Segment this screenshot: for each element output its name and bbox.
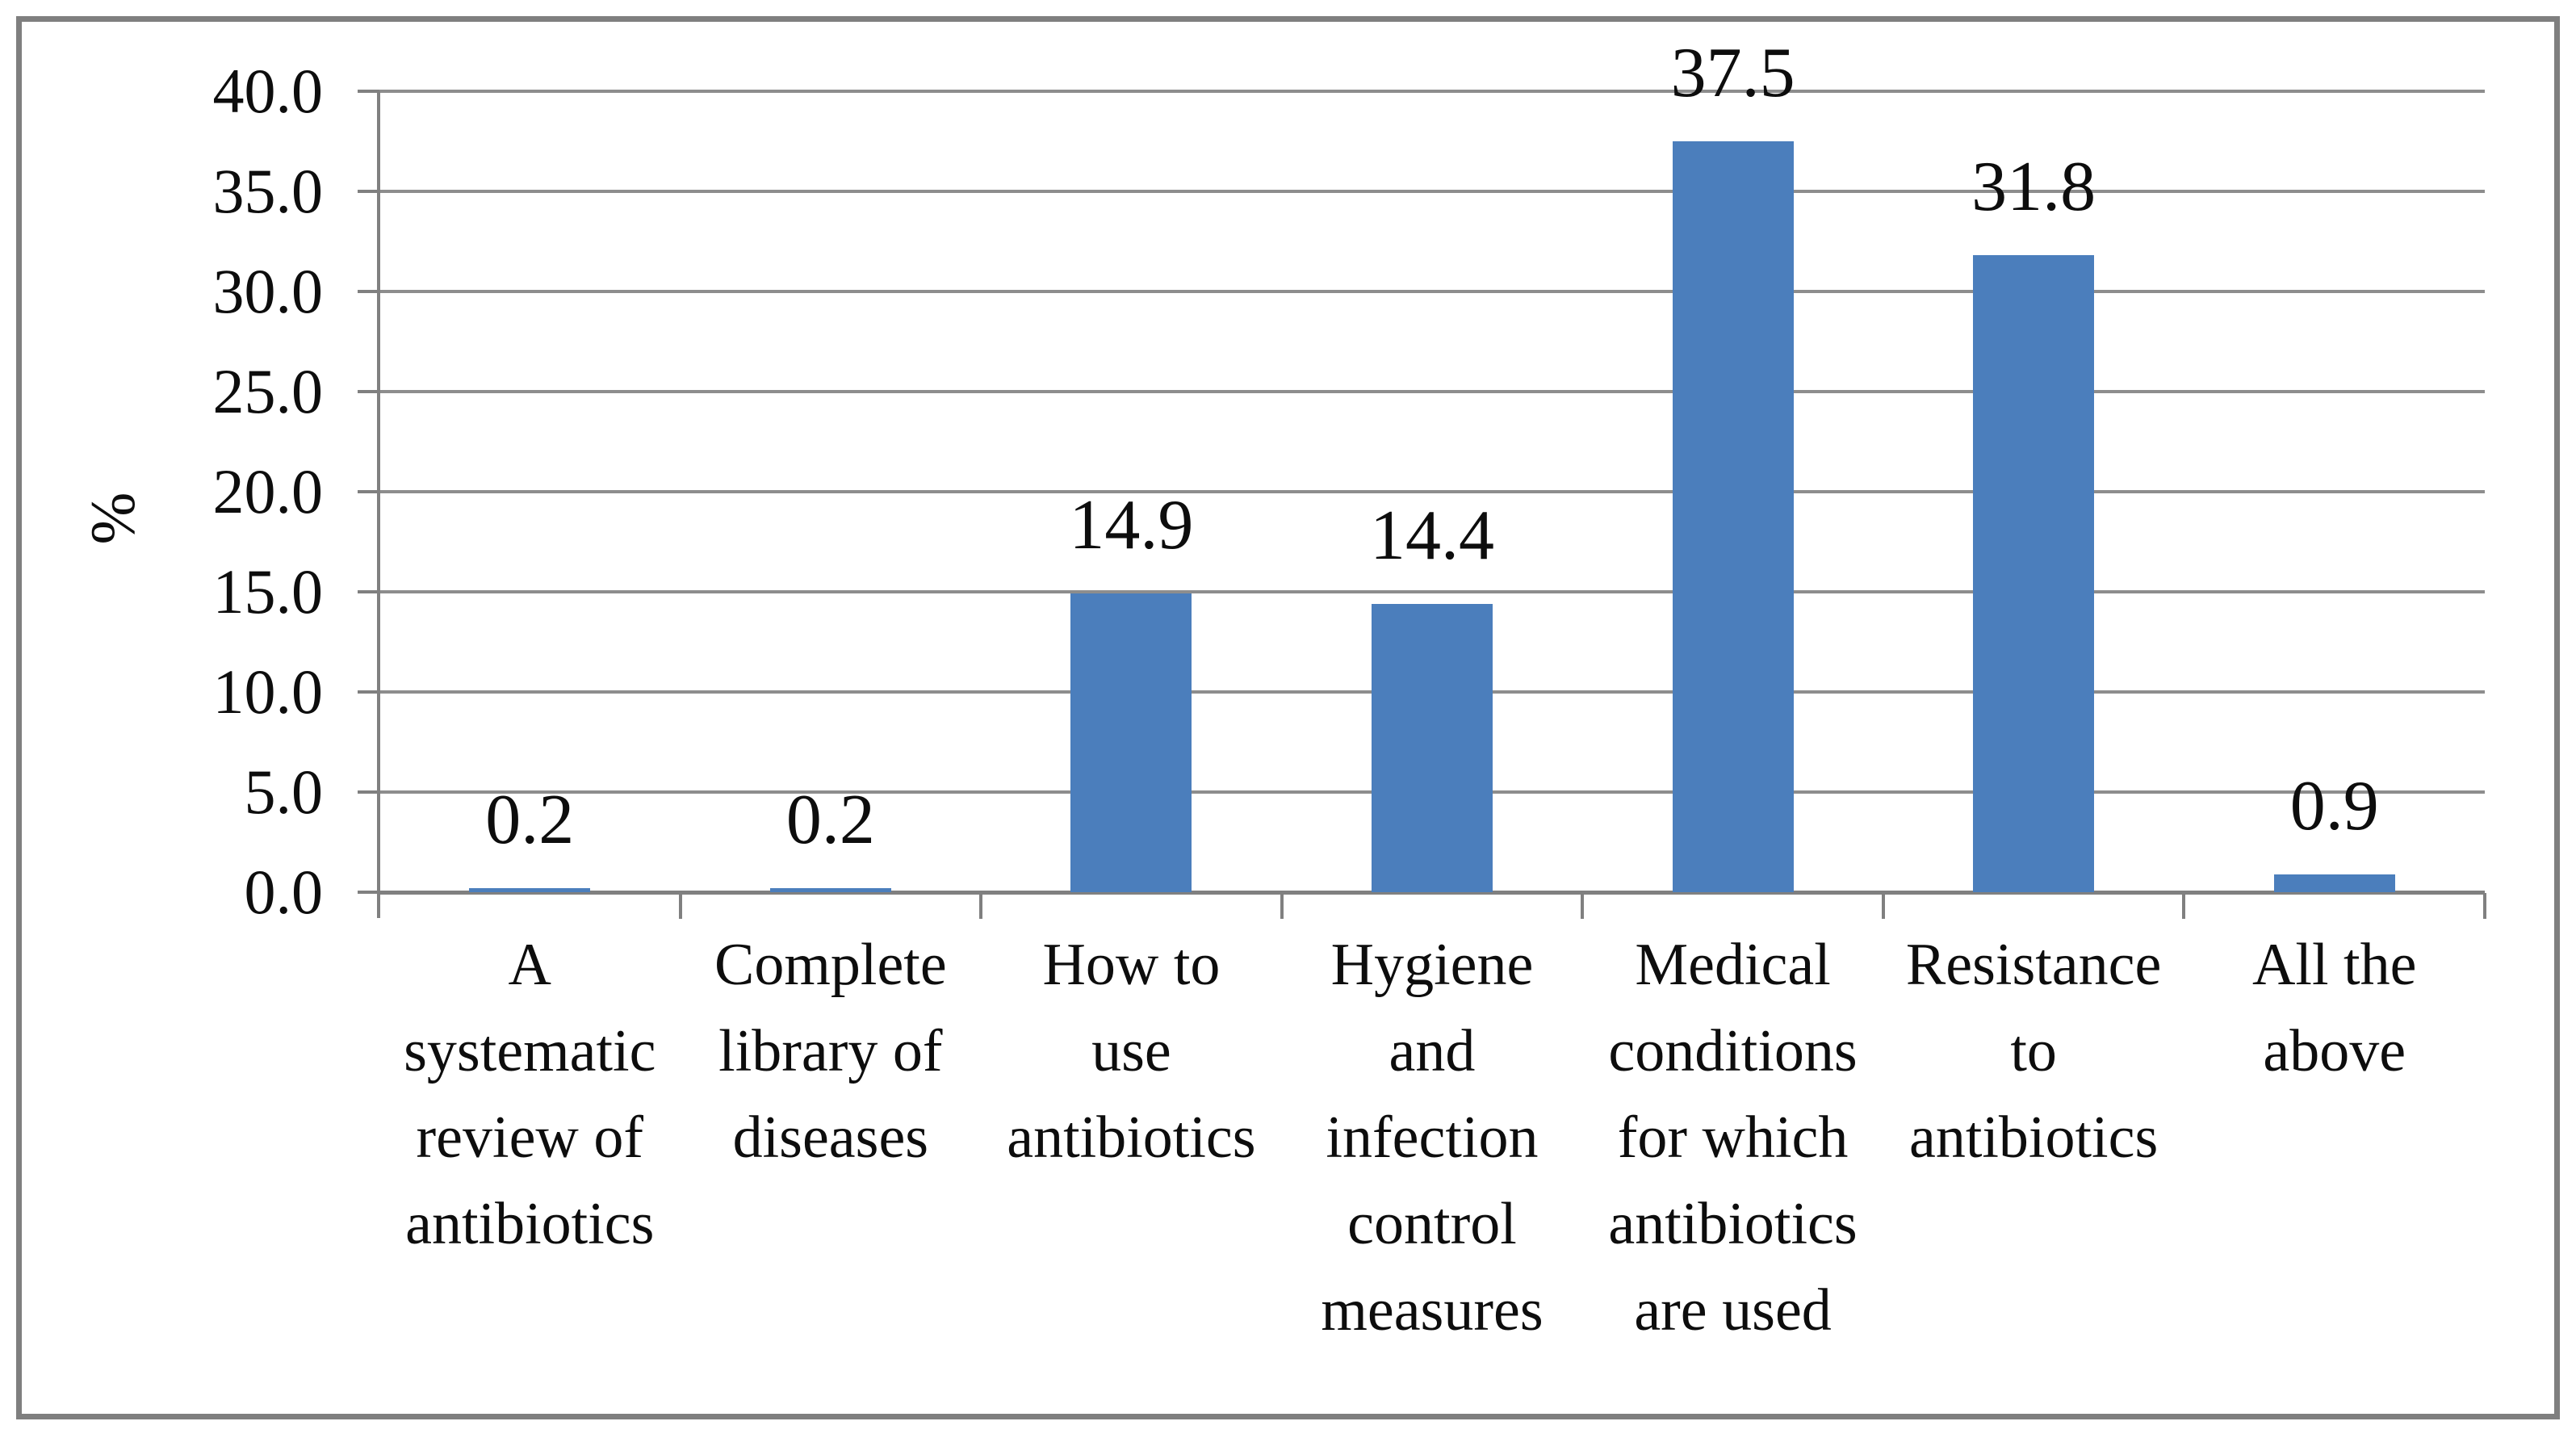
x-axis-tick — [2483, 893, 2486, 919]
category-label-line: diseases — [732, 1105, 929, 1171]
y-axis-line — [377, 91, 380, 918]
x-axis-tick — [1581, 893, 1585, 919]
y-axis-tick — [358, 290, 379, 293]
gridline — [379, 390, 2485, 393]
y-tick-label: 20.0 — [212, 456, 324, 526]
category-label-line: are used — [1634, 1277, 1832, 1344]
category-label-line: conditions — [1608, 1018, 1858, 1084]
category-label-line: All the — [2251, 932, 2417, 998]
category-label-line: and — [1389, 1018, 1476, 1084]
category-label: Medical conditions for which antibiotics are… — [1546, 922, 1920, 1354]
bar — [1973, 255, 2095, 892]
y-tick-label: 30.0 — [212, 256, 324, 326]
gridline — [379, 190, 2485, 193]
y-axis-tick — [358, 790, 379, 794]
gridline — [379, 490, 2485, 493]
y-tick-label: 5.0 — [244, 757, 324, 827]
y-tick-label: 40.0 — [212, 56, 324, 126]
bar-value-label: 0.2 — [785, 781, 875, 860]
category-label-line: Resistance — [1905, 932, 2162, 998]
x-axis-tick — [2182, 893, 2186, 919]
bar-value-label: 14.4 — [1369, 496, 1494, 575]
category-label-line: for which — [1617, 1105, 1849, 1171]
category-label-line: Medical — [1635, 932, 1831, 998]
y-tick-label: 15.0 — [212, 556, 324, 627]
y-axis-tick — [358, 590, 379, 593]
y-axis-tick — [358, 690, 379, 694]
category-label-line: antibiotics — [405, 1191, 655, 1257]
category-label-line: use — [1091, 1018, 1171, 1084]
chart-frame — [16, 16, 2560, 1419]
y-axis-tick — [358, 90, 379, 93]
category-label-line: How to — [1042, 932, 1221, 998]
bar — [1672, 141, 1794, 892]
y-tick-label: 35.0 — [212, 156, 324, 226]
category-label-line: Hygiene — [1330, 932, 1534, 998]
x-axis-line — [379, 891, 2485, 895]
y-axis-tick — [358, 891, 379, 894]
bar — [1372, 603, 1493, 892]
category-label-line: to — [2010, 1018, 2057, 1084]
x-axis-tick — [1280, 893, 1284, 919]
category-label-line: antibiotics — [1608, 1191, 1858, 1257]
bar — [469, 888, 591, 892]
bar — [769, 888, 891, 892]
gridline — [379, 90, 2485, 93]
category-label: Hygiene and infection control measures — [1246, 922, 1619, 1354]
category-label-line: Complete — [714, 932, 947, 998]
x-axis-tick — [678, 893, 682, 919]
y-tick-label: 0.0 — [244, 857, 324, 927]
category-label-line: antibiotics — [1007, 1105, 1256, 1171]
y-tick-label: 10.0 — [212, 656, 324, 727]
category-label: Complete library of diseases — [644, 922, 1018, 1181]
y-axis-tick — [358, 390, 379, 393]
category-label-line: antibiotics — [1908, 1105, 2159, 1171]
bar-value-label: 14.9 — [1069, 486, 1194, 565]
y-axis-tick — [358, 190, 379, 193]
bar — [1070, 593, 1192, 892]
category-label-line: measures — [1321, 1277, 1544, 1344]
bar-value-label: 0.9 — [2289, 766, 2379, 845]
category-label: Resistance to antibiotics — [1847, 922, 2221, 1181]
bar-value-label: 0.2 — [485, 781, 575, 860]
gridline — [379, 590, 2485, 593]
category-label: How to use antibiotics — [945, 922, 1318, 1181]
category-label-line: library of — [718, 1018, 943, 1084]
y-axis-tick — [358, 490, 379, 493]
bar-value-label: 31.8 — [1971, 148, 2096, 227]
x-axis-tick — [979, 893, 983, 919]
category-label-line: review of — [416, 1105, 644, 1171]
category-label-line: above — [2263, 1018, 2406, 1084]
gridline — [379, 290, 2485, 293]
y-tick-label: 25.0 — [212, 356, 324, 426]
category-label: All the above — [2147, 922, 2521, 1095]
category-label-line: A — [508, 932, 551, 998]
bar — [2273, 874, 2395, 892]
category-label-line: systematic — [404, 1018, 656, 1084]
category-label-line: control — [1347, 1191, 1517, 1257]
category-label-line: infection — [1326, 1105, 1539, 1171]
bar-value-label: 37.5 — [1670, 34, 1795, 112]
x-axis-tick — [1881, 893, 1885, 919]
